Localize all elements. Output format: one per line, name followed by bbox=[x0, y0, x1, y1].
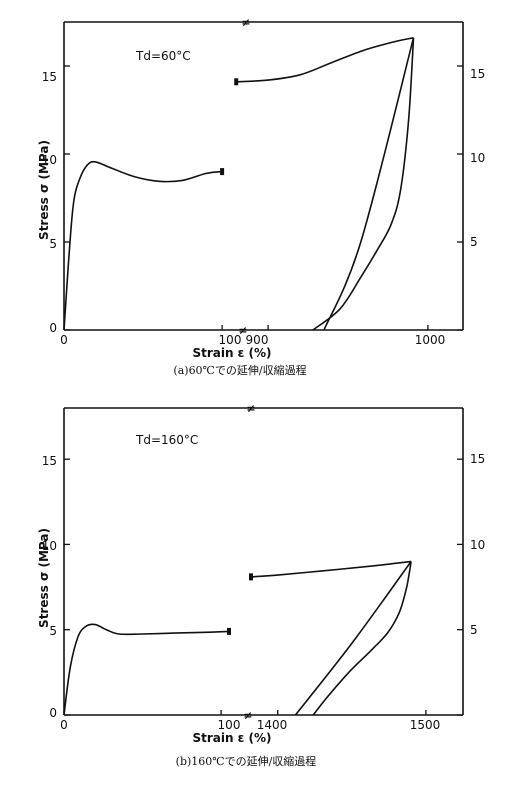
chart-a-xtick-0: 0 bbox=[60, 333, 68, 347]
chart-b-series-0-line bbox=[63, 623, 230, 716]
chart-a-ytick-right-15: 15 bbox=[470, 67, 485, 81]
chart-a-ticks bbox=[63, 65, 463, 331]
chart-a-xtick-100: 100 bbox=[219, 333, 242, 347]
chart-b-xtick-0: 0 bbox=[60, 718, 68, 732]
chart-a-ytick-left-15: 15 bbox=[42, 70, 57, 84]
chart-b-xlabel: Strain ε (%) bbox=[192, 731, 271, 745]
chart-a-xtick-1000: 1000 bbox=[415, 333, 446, 347]
chart-b-ytick-left-5: 5 bbox=[49, 624, 57, 638]
chart-a-series-1-line bbox=[236, 37, 414, 83]
chart-b-axis-break-top: ≠ bbox=[246, 402, 255, 415]
chart-a-ytick-left-5: 5 bbox=[49, 237, 57, 251]
chart-b-axis-break-bottom: ≠ bbox=[243, 709, 252, 722]
chart-b-ylabel: Stress σ (MPa) bbox=[37, 528, 51, 628]
chart-a-ylabel: Stress σ (MPa) bbox=[37, 140, 51, 240]
chart-a-xtick-900: 900 bbox=[246, 333, 269, 347]
chart-b-caption: (b)160℃での延伸/収縮過程 bbox=[176, 754, 317, 768]
chart-a-axis-break-bottom: ≠ bbox=[238, 324, 247, 337]
chart-b-ytick-left-0: 0 bbox=[49, 706, 57, 720]
chart-b-ytick-left-15: 15 bbox=[42, 454, 57, 468]
chart-a: 0 100 900 1000 15 10 5 0 15 10 5 Stress … bbox=[37, 16, 485, 377]
chart-a-series-0-endcap bbox=[220, 168, 225, 176]
chart-a-annotation: Td=60°C bbox=[135, 49, 191, 63]
chart-a-xlabel: Strain ε (%) bbox=[192, 346, 271, 360]
chart-b-series-1-line bbox=[250, 560, 412, 578]
chart-b-xtick-1400: 1400 bbox=[257, 718, 288, 732]
chart-b-ytick-right-15: 15 bbox=[470, 452, 485, 466]
chart-b-xtick-100: 100 bbox=[218, 718, 241, 732]
chart-a-caption: (a)60℃での延伸/収縮過程 bbox=[173, 363, 306, 377]
chart-b-xtick-1500: 1500 bbox=[410, 718, 441, 732]
chart-b-annotation: Td=160°C bbox=[135, 433, 198, 447]
chart-a-ytick-left-10: 10 bbox=[42, 153, 57, 167]
chart-b-ytick-right-5: 5 bbox=[470, 623, 478, 637]
chart-a-axis-break-top: ≠ bbox=[241, 16, 250, 29]
chart-b-series-1-endcap bbox=[249, 573, 253, 581]
chart-a-series-1-endcap bbox=[234, 78, 239, 86]
chart-a-ytick-left-0: 0 bbox=[49, 321, 57, 335]
chart-a-curves bbox=[63, 37, 415, 331]
chart-b-series-0-endcap bbox=[227, 627, 231, 635]
chart-b-ytick-left-10: 10 bbox=[42, 539, 57, 553]
chart-a-ytick-right-10: 10 bbox=[470, 151, 485, 165]
chart-a-series-0-line bbox=[63, 160, 223, 331]
chart-a-series-2-line bbox=[323, 37, 415, 331]
chart-b-series-3-line bbox=[312, 561, 412, 716]
chart-b-ytick-right-10: 10 bbox=[470, 538, 485, 552]
chart-b-curves bbox=[63, 560, 412, 716]
chart-b-ticks bbox=[63, 458, 463, 716]
chart-a-series-3-line bbox=[312, 37, 415, 331]
chart-a-ytick-right-5: 5 bbox=[470, 235, 478, 249]
chart-b: 0 100 1400 1500 15 10 5 0 15 10 5 Stress… bbox=[37, 402, 485, 768]
chart-b-series-2-line bbox=[294, 561, 412, 716]
